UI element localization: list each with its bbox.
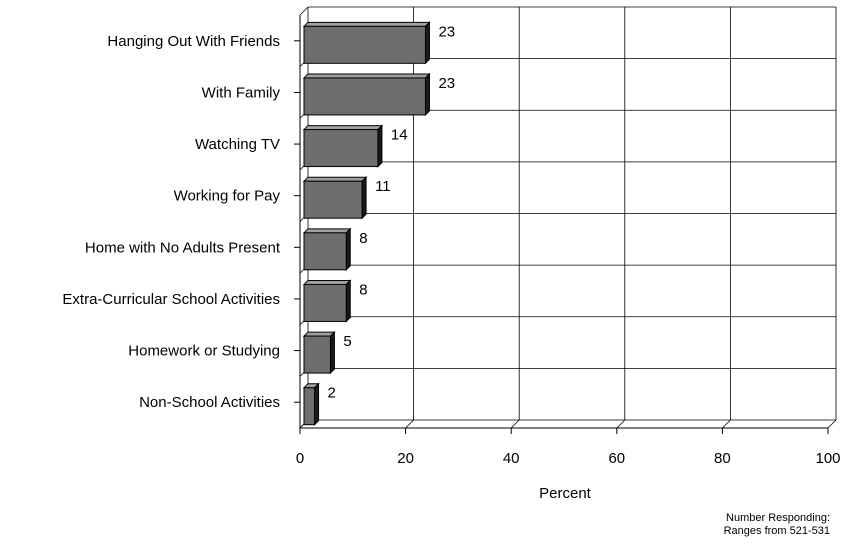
bar-top-face bbox=[302, 125, 384, 131]
bar-side-face bbox=[314, 382, 320, 426]
respondents-note-line1: Number Responding: bbox=[726, 512, 830, 524]
category-label: Watching TV bbox=[195, 136, 280, 153]
x-tick-label: 0 bbox=[296, 450, 304, 467]
bar bbox=[303, 77, 426, 116]
x-tick-label: 40 bbox=[503, 450, 520, 467]
bar-side-face bbox=[377, 124, 383, 168]
bar-side-face bbox=[361, 175, 367, 220]
side-wall-line bbox=[299, 6, 309, 16]
category-label: Home with No Adults Present bbox=[85, 239, 281, 256]
bar-top-face bbox=[302, 331, 336, 337]
bar-top-face bbox=[302, 176, 368, 182]
bar bbox=[303, 25, 426, 64]
bar-side-face bbox=[345, 227, 351, 272]
bar-value-label: 8 bbox=[359, 281, 367, 298]
bar-side-face bbox=[424, 72, 430, 117]
bar bbox=[303, 180, 363, 219]
bar-side-face bbox=[345, 279, 351, 323]
bar bbox=[303, 387, 316, 426]
gridlines bbox=[299, 6, 837, 429]
category-label: Non-School Activities bbox=[139, 394, 280, 411]
x-tick-label: 80 bbox=[714, 450, 731, 467]
category-label: Hanging Out With Friends bbox=[107, 33, 280, 50]
bar-top-face bbox=[302, 279, 352, 285]
x-tick-label: 60 bbox=[608, 450, 625, 467]
respondents-note-line2: Ranges from 521-531 bbox=[723, 525, 830, 537]
bar-top-face bbox=[302, 21, 431, 27]
bar-value-label: 5 bbox=[343, 333, 351, 350]
x-tick-label: 100 bbox=[815, 450, 840, 467]
labels: 0 20 40 60 80 100 Hanging Out With Friends 23 Wi… bbox=[62, 23, 840, 467]
bar-top-face bbox=[302, 228, 352, 234]
bar-value-label: 11 bbox=[375, 178, 391, 195]
category-label: Homework or Studying bbox=[128, 343, 280, 360]
bar-value-label: 23 bbox=[438, 75, 455, 92]
category-label: With Family bbox=[202, 84, 281, 101]
bar-value-label: 8 bbox=[359, 230, 367, 247]
bar-value-label: 23 bbox=[438, 23, 455, 40]
x-tick-label: 20 bbox=[397, 450, 414, 467]
bar-side-face bbox=[329, 330, 335, 375]
bar bbox=[303, 232, 347, 271]
bar bbox=[303, 283, 347, 322]
floor-line bbox=[616, 419, 626, 429]
bar-side-face bbox=[424, 21, 430, 65]
bars bbox=[302, 21, 431, 426]
x-axis-title: Percent bbox=[539, 485, 592, 502]
floor-line bbox=[510, 419, 520, 429]
axes bbox=[294, 15, 829, 434]
floor-line bbox=[827, 419, 837, 429]
category-label: Extra-Curricular School Activities bbox=[62, 291, 280, 308]
bar bbox=[303, 335, 331, 374]
bar-value-label: 2 bbox=[328, 385, 336, 402]
bar-top-face bbox=[302, 73, 431, 79]
bar bbox=[303, 129, 379, 168]
respondents-note: Number Responding: Ranges from 521-531 bbox=[724, 512, 830, 538]
category-label: Working for Pay bbox=[174, 188, 281, 205]
bar-value-label: 14 bbox=[391, 127, 408, 144]
floor-line bbox=[405, 419, 414, 429]
floor-line bbox=[722, 419, 731, 429]
